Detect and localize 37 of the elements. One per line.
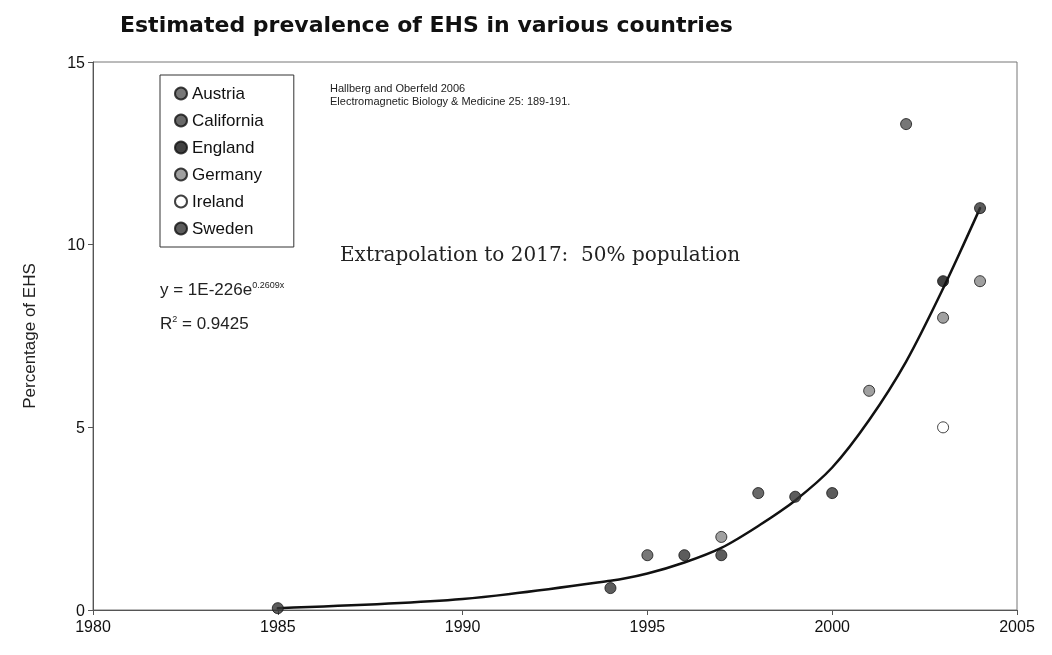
chart-title: Estimated prevalence of EHS in various countries	[120, 11, 733, 37]
x-tick-label: 1980	[75, 617, 111, 635]
point	[641, 549, 654, 562]
y-tick-label: 10	[67, 236, 86, 254]
y-axis-title: Percentage of EHS	[20, 263, 39, 409]
annotation: Hallberg and Oberfeld 2006	[330, 81, 466, 94]
legend-label: Germany	[192, 165, 263, 184]
x-tick-label: 1995	[629, 617, 666, 635]
x-tick-label: 1990	[444, 617, 481, 635]
y-tick-label: 0	[76, 601, 86, 619]
legend-label: Ireland	[192, 192, 244, 211]
point	[863, 384, 876, 397]
point	[715, 549, 728, 562]
x-tick-label: 2005	[999, 617, 1035, 635]
point	[604, 582, 617, 595]
x-tick-label: 2000	[814, 617, 851, 635]
point	[974, 202, 987, 215]
point	[826, 487, 839, 500]
x-tick-label: 1985	[260, 617, 296, 635]
point	[271, 602, 284, 615]
legend-label: Sweden	[192, 219, 254, 238]
legend-label: California	[192, 111, 265, 130]
point	[900, 118, 913, 131]
point	[752, 487, 765, 500]
y-tick-label: 5	[76, 418, 86, 436]
annotation: Extrapolation to 2017: 50% population	[340, 242, 741, 266]
legend-label: England	[192, 138, 255, 157]
point	[715, 530, 728, 543]
y-tick-label: 15	[67, 53, 86, 71]
point	[789, 490, 802, 503]
point	[974, 275, 987, 288]
point	[678, 549, 691, 562]
point	[937, 311, 950, 324]
point	[937, 275, 950, 288]
annotation: Electromagnetic Biology & Medicine 25: 189-191.	[330, 94, 571, 107]
legend-label: Austria	[192, 84, 246, 103]
point	[937, 421, 950, 434]
